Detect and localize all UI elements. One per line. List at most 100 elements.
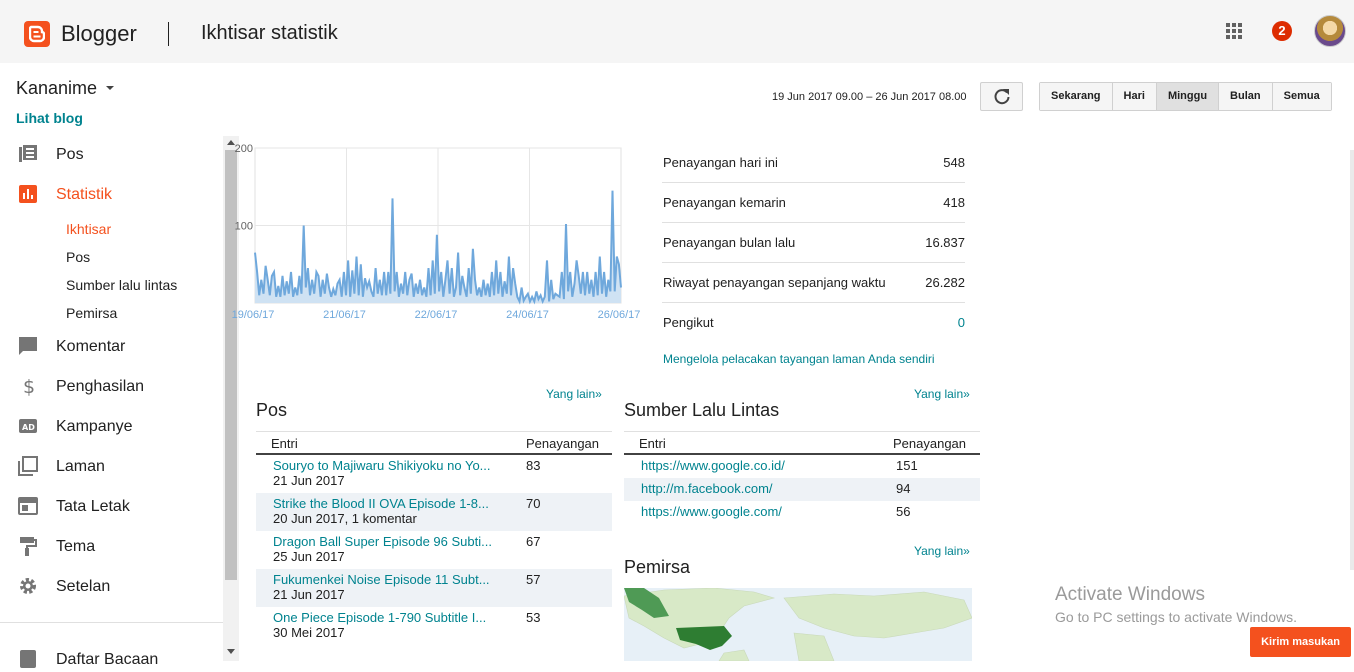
avatar[interactable] (1314, 15, 1346, 47)
date-range-label: 19 Jun 2017 09.00 – 26 Jun 2017 08.00 (772, 91, 967, 103)
stat-value: 418 (943, 195, 965, 210)
traffic-source-link[interactable]: http://m.facebook.com/ (641, 481, 773, 496)
stat-row-yesterday: Penayangan kemarin 418 (662, 183, 965, 223)
blog-name-selector[interactable]: Kananime (16, 78, 98, 98)
header-divider (168, 22, 169, 46)
reading-list-icon (20, 650, 36, 668)
column-header-entry: Entri (271, 436, 298, 451)
audience-world-map[interactable] (624, 588, 972, 661)
sidebar-item-pages[interactable]: Laman (0, 455, 220, 479)
sidebar-item-label: Komentar (56, 338, 126, 355)
audience-more-link[interactable]: Yang lain» (914, 544, 970, 558)
stats-summary: Penayangan hari ini 548 Penayangan kemari… (662, 143, 965, 343)
stat-row-last-month: Penayangan bulan lalu 16.837 (662, 223, 965, 263)
stat-value: 16.837 (925, 235, 965, 250)
post-title-link[interactable]: Souryo to Majiwaru Shikiyoku no Yo... (273, 458, 491, 473)
followers-link[interactable]: 0 (957, 315, 965, 330)
post-views: 57 (526, 572, 541, 587)
refresh-button[interactable] (980, 82, 1023, 111)
sidebar-subitem-traffic-sources[interactable]: Sumber lalu lintas (66, 277, 178, 293)
dollar-icon: $ (23, 376, 35, 396)
notification-badge[interactable]: 2 (1272, 21, 1292, 41)
post-date: 25 Jun 2017 (273, 549, 345, 564)
sidebar-item-earnings[interactable]: $ Penghasilan (0, 375, 220, 399)
time-range-selector[interactable]: Sekarang Hari Minggu Bulan Semua (1039, 82, 1332, 111)
send-feedback-button[interactable]: Kirim masukan (1250, 627, 1351, 657)
pages-icon (18, 456, 38, 476)
range-button-semua[interactable]: Semua (1272, 83, 1331, 110)
sidebar-item-posts[interactable]: Pos (0, 143, 220, 167)
brand-name[interactable]: Blogger (61, 21, 137, 46)
post-title-link[interactable]: One Piece Episode 1-790 Subtitle I... (273, 610, 487, 625)
sidebar-item-stats[interactable]: Statistik (0, 183, 220, 207)
table-row: One Piece Episode 1-790 Subtitle I... 30… (256, 607, 612, 645)
scrollbar-thumb[interactable] (225, 150, 237, 580)
sidebar-item-layout[interactable]: Tata Letak (0, 495, 220, 519)
post-date: 21 Jun 2017 (273, 587, 345, 602)
post-views: 83 (526, 458, 541, 473)
stats-icon (19, 185, 37, 203)
sidebar-item-label: Daftar Bacaan (56, 651, 159, 668)
chart-series-line (254, 190, 622, 305)
ad-icon: AD (19, 419, 37, 433)
post-title-link[interactable]: Strike the Blood II OVA Episode 1-8... (273, 496, 489, 511)
sidebar-item-reading-list[interactable]: Daftar Bacaan (0, 648, 220, 672)
sidebar-item-settings[interactable]: Setelan (0, 575, 220, 599)
post-title-link[interactable]: Dragon Ball Super Episode 96 Subti... (273, 534, 492, 549)
posts-more-link[interactable]: Yang lain» (546, 387, 602, 401)
sidebar-item-label: Tata Letak (56, 498, 130, 515)
table-header: Entri Penayangan (256, 431, 612, 455)
post-date: 20 Jun 2017, 1 komentar (273, 511, 417, 526)
x-tick-label: 19/06/17 (232, 309, 275, 321)
gear-icon (20, 578, 36, 594)
page-scrollbar[interactable] (1350, 150, 1354, 570)
range-button-bulan[interactable]: Bulan (1219, 83, 1273, 110)
column-header-entry: Entri (639, 436, 666, 451)
sidebar-subitem-audience[interactable]: Pemirsa (66, 305, 118, 321)
table-row: Strike the Blood II OVA Episode 1-8... 2… (256, 493, 612, 531)
sidebar-item-label: Statistik (56, 186, 113, 203)
x-tick-label: 22/06/17 (415, 309, 458, 321)
audience-section-title: Pemirsa (624, 557, 691, 577)
range-button-hari[interactable]: Hari (1112, 83, 1157, 110)
sidebar-item-label: Pos (56, 146, 84, 163)
apps-grid-icon[interactable] (1226, 23, 1243, 40)
post-views: 67 (526, 534, 541, 549)
scroll-up-arrow-icon[interactable] (227, 140, 235, 145)
table-row: Souryo to Majiwaru Shikiyoku no Yo... 21… (256, 455, 612, 493)
world-map-icon (624, 588, 972, 661)
posts-table: Entri Penayangan Souryo to Majiwaru Shik… (256, 431, 612, 645)
table-row: https://www.google.com/ 56 (624, 501, 980, 524)
chevron-down-icon[interactable] (106, 86, 114, 90)
range-button-sekarang[interactable]: Sekarang (1040, 83, 1113, 110)
post-title-link[interactable]: Fukumenkei Noise Episode 11 Subt... (273, 572, 490, 587)
stat-label: Pengikut (663, 315, 714, 330)
blogger-logo-icon[interactable] (24, 21, 50, 47)
stat-label: Penayangan hari ini (663, 155, 778, 170)
sidebar-subitem-overview[interactable]: Ikhtisar (66, 221, 112, 237)
top-bar: Blogger Ikhtisar statistik 2 (0, 0, 1354, 63)
pageviews-chart: 200 100 19/06/17 21/06/17 22/06/17 24/06/17 26… (232, 143, 641, 321)
traffic-source-link[interactable]: https://www.google.com/ (641, 504, 782, 519)
post-views: 70 (526, 496, 541, 511)
sidebar-scrollbar[interactable] (223, 136, 239, 661)
sidebar-item-campaigns[interactable]: AD Kampanye (0, 415, 220, 439)
sidebar-item-label: Penghasilan (56, 378, 145, 395)
view-blog-link[interactable]: Lihat blog (16, 110, 83, 126)
table-row: http://m.facebook.com/ 94 (624, 478, 980, 501)
sidebar-item-comments[interactable]: Komentar (0, 335, 220, 359)
sidebar-item-theme[interactable]: Tema (0, 535, 220, 559)
range-button-minggu[interactable]: Minggu (1156, 83, 1220, 110)
page-title: Ikhtisar statistik (201, 22, 338, 44)
activate-windows-subtitle: Go to PC settings to activate Windows. (1055, 609, 1297, 625)
stat-label: Penayangan kemarin (663, 195, 786, 210)
sidebar-subitem-posts[interactable]: Pos (66, 249, 91, 265)
sidebar-divider (0, 622, 223, 623)
manage-tracking-link[interactable]: Mengelola pelacakan tayangan laman Anda … (663, 352, 935, 366)
table-header: Entri Penayangan (624, 431, 980, 455)
traffic-source-link[interactable]: https://www.google.co.id/ (641, 458, 785, 473)
sidebar-item-label: Tema (56, 538, 96, 555)
scroll-down-arrow-icon[interactable] (227, 649, 235, 654)
sidebar-item-label: Kampanye (56, 418, 133, 435)
traffic-more-link[interactable]: Yang lain» (914, 387, 970, 401)
